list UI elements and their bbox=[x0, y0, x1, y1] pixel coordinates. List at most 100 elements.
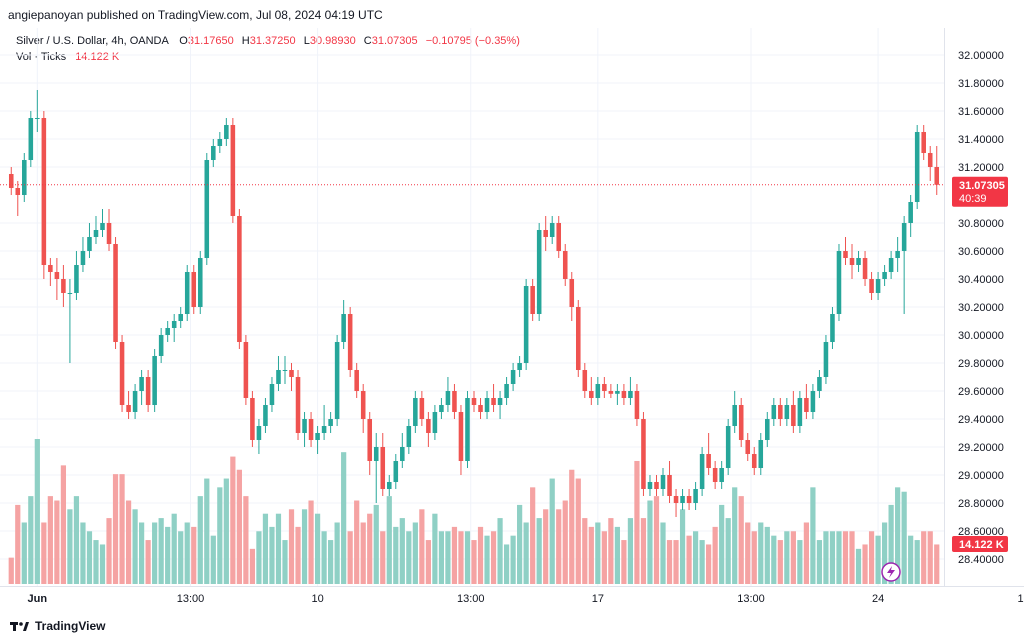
candle-body bbox=[87, 237, 92, 251]
chart-grid bbox=[0, 28, 944, 586]
change-value: −0.10795 (−0.35%) bbox=[425, 35, 520, 47]
time-tick-label: 24 bbox=[872, 593, 884, 605]
volume-bar bbox=[308, 500, 314, 584]
volume-bar bbox=[569, 469, 575, 584]
candle-body bbox=[15, 188, 21, 195]
candle-body bbox=[178, 314, 183, 321]
candle bbox=[875, 272, 881, 300]
candle-body bbox=[686, 496, 692, 503]
candle bbox=[849, 244, 855, 279]
volume-bar bbox=[673, 540, 679, 584]
publisher-info: angiepanoyan published on TradingView.co… bbox=[8, 8, 383, 22]
candle-body bbox=[712, 468, 718, 482]
volume-bar bbox=[784, 531, 790, 584]
candle bbox=[510, 363, 516, 391]
volume-bar bbox=[608, 518, 614, 584]
candle bbox=[862, 251, 868, 286]
volume-bar bbox=[810, 487, 816, 584]
volume-bar bbox=[464, 531, 471, 584]
volume-bar bbox=[73, 496, 80, 584]
candle-body bbox=[139, 377, 144, 391]
candle-body bbox=[862, 258, 868, 279]
candle bbox=[582, 363, 588, 398]
candle bbox=[497, 391, 503, 419]
candle-body bbox=[908, 202, 913, 223]
volume-bar bbox=[712, 526, 718, 584]
candle-body bbox=[321, 426, 327, 433]
candle-body bbox=[315, 433, 320, 440]
volume-bar bbox=[686, 535, 692, 584]
volume-bar bbox=[725, 518, 731, 584]
candle-body bbox=[61, 279, 66, 293]
volume-bar bbox=[758, 522, 764, 584]
volume-bar bbox=[647, 500, 653, 584]
volume-row: Vol · Ticks 14.122 K bbox=[16, 49, 520, 65]
candle bbox=[347, 307, 353, 377]
candle-body bbox=[582, 370, 588, 391]
candle bbox=[471, 391, 477, 412]
volume-bar bbox=[575, 478, 581, 584]
price-tick-label: 31.20000 bbox=[958, 162, 1004, 174]
candle bbox=[74, 251, 79, 300]
low-value: 30.98930 bbox=[309, 35, 356, 47]
volume-bar bbox=[803, 522, 809, 584]
candle-body bbox=[48, 265, 53, 272]
volume-bar bbox=[282, 540, 288, 584]
candle-body bbox=[791, 405, 796, 426]
candle bbox=[178, 307, 183, 328]
volume-bar bbox=[706, 544, 712, 584]
time-tick-label: 13:00 bbox=[1017, 593, 1024, 605]
volume-bar bbox=[471, 540, 477, 584]
symbol-name[interactable]: Silver / U.S. Dollar, 4h, OANDA bbox=[16, 35, 169, 47]
volume-bar bbox=[334, 522, 340, 584]
candle bbox=[445, 377, 451, 412]
candle-body bbox=[869, 279, 874, 293]
candle bbox=[93, 216, 99, 244]
candle bbox=[250, 391, 255, 447]
candle bbox=[282, 356, 288, 384]
candle-body bbox=[413, 398, 418, 426]
volume-bar bbox=[184, 522, 190, 584]
candle-body bbox=[497, 398, 503, 405]
candle bbox=[530, 279, 535, 321]
candle bbox=[628, 377, 633, 405]
volume-bar bbox=[99, 544, 106, 584]
candle-body bbox=[765, 419, 770, 440]
volume-bar bbox=[360, 522, 366, 584]
candle bbox=[204, 153, 210, 265]
candle-body bbox=[530, 286, 535, 314]
candle bbox=[373, 433, 379, 503]
volume-bar bbox=[341, 452, 347, 584]
volume-bar bbox=[601, 531, 607, 584]
candle bbox=[432, 405, 438, 440]
candle-body bbox=[654, 482, 659, 489]
candle bbox=[171, 314, 177, 342]
price-tick-label: 28.60000 bbox=[958, 526, 1004, 538]
brand-footer[interactable]: TradingView bbox=[10, 619, 105, 633]
candle-body bbox=[113, 244, 118, 342]
candle-body bbox=[693, 489, 698, 503]
candle-body bbox=[621, 391, 627, 398]
candle-body bbox=[843, 251, 848, 258]
volume-bar bbox=[438, 531, 445, 584]
volume-bar bbox=[380, 531, 386, 584]
candle bbox=[843, 237, 848, 265]
candle bbox=[308, 412, 314, 447]
candle bbox=[804, 384, 809, 419]
candle bbox=[908, 195, 913, 237]
volume-bar bbox=[914, 540, 920, 584]
candle-body bbox=[647, 482, 653, 489]
chart-legend: Silver / U.S. Dollar, 4h, OANDA O31.1765… bbox=[16, 33, 520, 65]
volume-label[interactable]: Vol · Ticks bbox=[16, 51, 67, 63]
candle bbox=[393, 454, 399, 489]
candle-body bbox=[354, 370, 359, 391]
candle-body bbox=[171, 321, 177, 328]
candle bbox=[400, 433, 405, 468]
candle-body bbox=[386, 482, 392, 489]
volume-bar bbox=[41, 522, 47, 584]
candle bbox=[334, 335, 340, 426]
price-tick-label: 31.80000 bbox=[958, 78, 1004, 90]
lightning-icon[interactable] bbox=[881, 562, 901, 582]
candle bbox=[836, 244, 842, 321]
